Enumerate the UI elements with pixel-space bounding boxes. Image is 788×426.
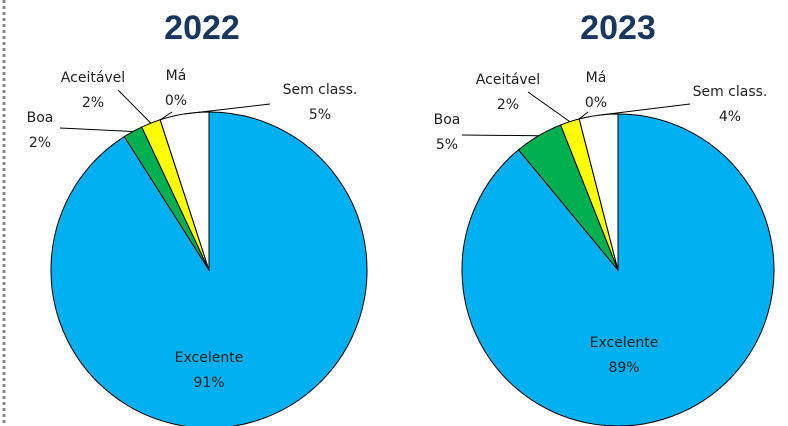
category-label: Má	[166, 68, 187, 84]
chart-title: 2023	[580, 9, 656, 47]
category-label: Boa	[27, 110, 54, 126]
value-label: 0%	[585, 95, 607, 111]
value-label: 2%	[82, 95, 104, 111]
category-label: Sem class.	[693, 84, 768, 100]
leader-line	[578, 111, 589, 120]
leader-line	[184, 103, 271, 115]
chart-title: 2022	[164, 9, 240, 47]
value-label: 91%	[193, 375, 224, 391]
category-label: Boa	[434, 112, 461, 128]
value-label: 0%	[165, 93, 187, 109]
leader-line	[598, 103, 691, 116]
pie-slice	[578, 113, 619, 271]
category-label: Aceitável	[61, 70, 125, 86]
leader-line	[59, 127, 133, 133]
category-label: Sem class.	[283, 82, 358, 98]
value-label: 2%	[497, 97, 519, 113]
category-label: Excelente	[590, 335, 659, 351]
leader-line	[117, 89, 152, 124]
category-label: Excelente	[175, 350, 244, 366]
value-label: 5%	[309, 107, 331, 123]
value-label: 2%	[29, 135, 51, 151]
value-label: 89%	[608, 360, 639, 376]
category-label: Má	[586, 70, 607, 86]
category-label: Aceitável	[476, 72, 540, 88]
leader-line	[527, 91, 571, 123]
leader-line	[461, 134, 539, 137]
leader-line	[159, 111, 173, 121]
value-label: 4%	[719, 109, 741, 125]
value-label: 5%	[436, 137, 458, 153]
